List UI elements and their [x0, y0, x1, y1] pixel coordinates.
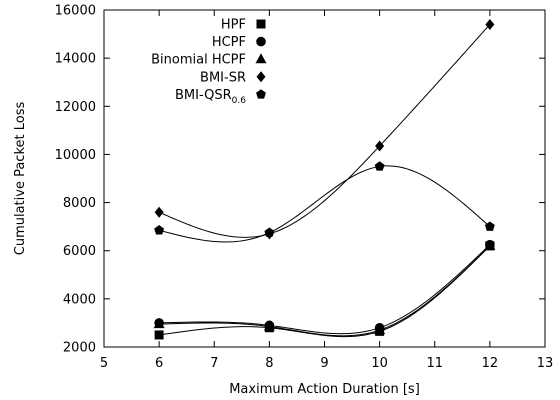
- series-curve-0: [159, 245, 491, 338]
- series-curve-1: [159, 244, 491, 335]
- y-tick-label: 16000: [55, 4, 96, 19]
- x-tick-label: 13: [537, 356, 554, 371]
- y-axis-ticks: 2000 4000 6000 8000 10000 12000 14000 16000: [55, 4, 545, 356]
- legend-marker-diamond: [256, 71, 266, 83]
- legend: HPF HCPF Binomial HCPF BMI-SR BMI-QSR0.6: [151, 18, 267, 106]
- legend-label: Binomial HCPF: [151, 53, 246, 68]
- legend-marker-square: [256, 19, 266, 29]
- legend-label: HPF: [221, 18, 246, 33]
- series-curves: [158, 24, 491, 338]
- data-point-triangle: [263, 320, 275, 331]
- x-tick-label: 9: [320, 356, 328, 371]
- series-curve-3: [158, 24, 491, 238]
- y-tick-label: 4000: [63, 292, 96, 307]
- series-curve-2: [159, 245, 491, 337]
- data-point-pentagon: [374, 161, 385, 171]
- x-tick-label: 7: [210, 356, 218, 371]
- data-point-diamond: [375, 140, 385, 152]
- data-point-diamond: [485, 18, 495, 30]
- legend-label: BMI-SR: [200, 70, 246, 85]
- data-point-pentagon: [154, 225, 165, 235]
- legend-marker-triangle: [255, 53, 267, 64]
- series-curve-4: [159, 165, 491, 243]
- y-tick-label: 14000: [55, 52, 96, 67]
- series-markers: [153, 18, 496, 340]
- x-tick-label: 11: [426, 356, 443, 371]
- data-point-triangle: [374, 324, 386, 335]
- data-point-square: [154, 330, 164, 340]
- x-tick-label: 12: [482, 356, 499, 371]
- y-tick-label: 8000: [63, 196, 96, 211]
- x-tick-label: 10: [371, 356, 388, 371]
- data-point-pentagon: [264, 227, 275, 237]
- y-tick-label: 6000: [63, 244, 96, 259]
- data-point-triangle: [153, 318, 165, 329]
- y-tick-label: 2000: [63, 341, 96, 356]
- x-tick-label: 6: [155, 356, 163, 371]
- legend-label: BMI-QSR0.6: [175, 88, 246, 106]
- y-tick-label: 12000: [55, 100, 96, 115]
- data-point-pentagon: [484, 221, 495, 231]
- y-tick-label: 10000: [55, 148, 96, 163]
- y-axis-label: Cumulative Packet Loss: [13, 102, 28, 256]
- x-axis-label: Maximum Action Duration [s]: [229, 382, 420, 397]
- x-axis-ticks: 5 6 7 8 9 10 11 12 13: [100, 10, 553, 371]
- legend-marker-circle: [256, 36, 266, 47]
- data-point-triangle: [484, 239, 496, 250]
- legend-marker-pentagon: [256, 89, 266, 99]
- x-tick-label: 8: [265, 356, 273, 371]
- legend-label: HCPF: [212, 35, 246, 50]
- data-point-diamond: [154, 206, 164, 218]
- x-tick-label: 5: [100, 356, 108, 371]
